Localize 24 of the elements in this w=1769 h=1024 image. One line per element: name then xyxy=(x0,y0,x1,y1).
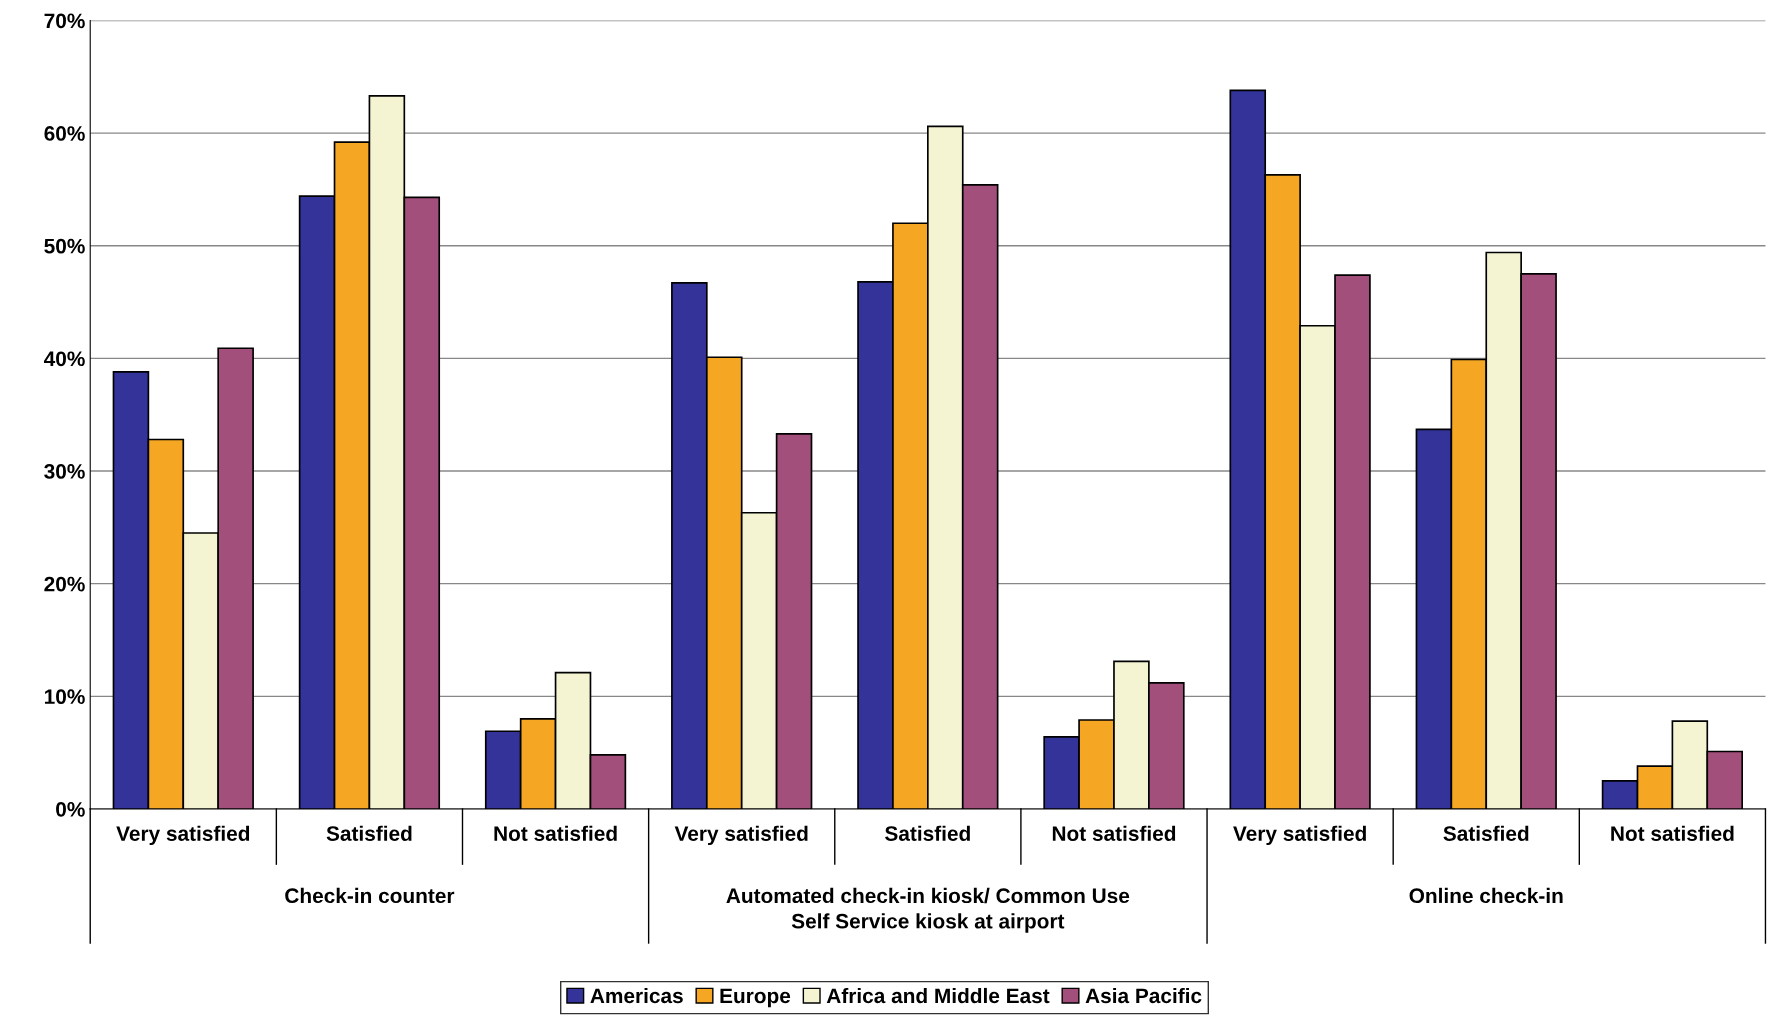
text: Online check-in xyxy=(1409,887,1563,904)
legend-label: Asia Pacific xyxy=(1085,987,1202,1004)
y-tick-label: 70% xyxy=(44,13,85,29)
y-tick-label: 20% xyxy=(44,576,85,592)
y-tick-label: 10% xyxy=(44,689,85,705)
x-tick-label: Not satisfied xyxy=(494,825,617,841)
y-tick-label: 40% xyxy=(43,351,85,367)
x-tick-label: Not satisfied xyxy=(1611,825,1734,841)
y-tick-label: 60% xyxy=(44,126,85,141)
y-tick-label: 30% xyxy=(44,464,85,479)
x-tick-label: Satisfied xyxy=(885,825,970,841)
x-tick-label: Very satisfied xyxy=(1233,825,1366,846)
x-tick-label: Satisfied xyxy=(1443,825,1529,841)
y-tick-label: 50% xyxy=(44,238,85,254)
text: Automated check-in kiosk/ Common Use Self Service kiosk at airport xyxy=(726,887,1130,933)
x-tick-label: Very satisfied xyxy=(116,825,250,846)
x-tick-label: Very satisfied xyxy=(674,825,808,846)
x-tick-label: Satisfied xyxy=(326,825,412,841)
text: Check-in counter xyxy=(285,887,455,904)
y-tick-label: 0% xyxy=(56,801,85,817)
legend-label: Africa and Middle East xyxy=(826,987,1050,1004)
legend-label: Americas xyxy=(590,987,683,1004)
legend-label: Europe xyxy=(720,988,791,1008)
x-tick-label: Not satisfied xyxy=(1052,825,1176,841)
